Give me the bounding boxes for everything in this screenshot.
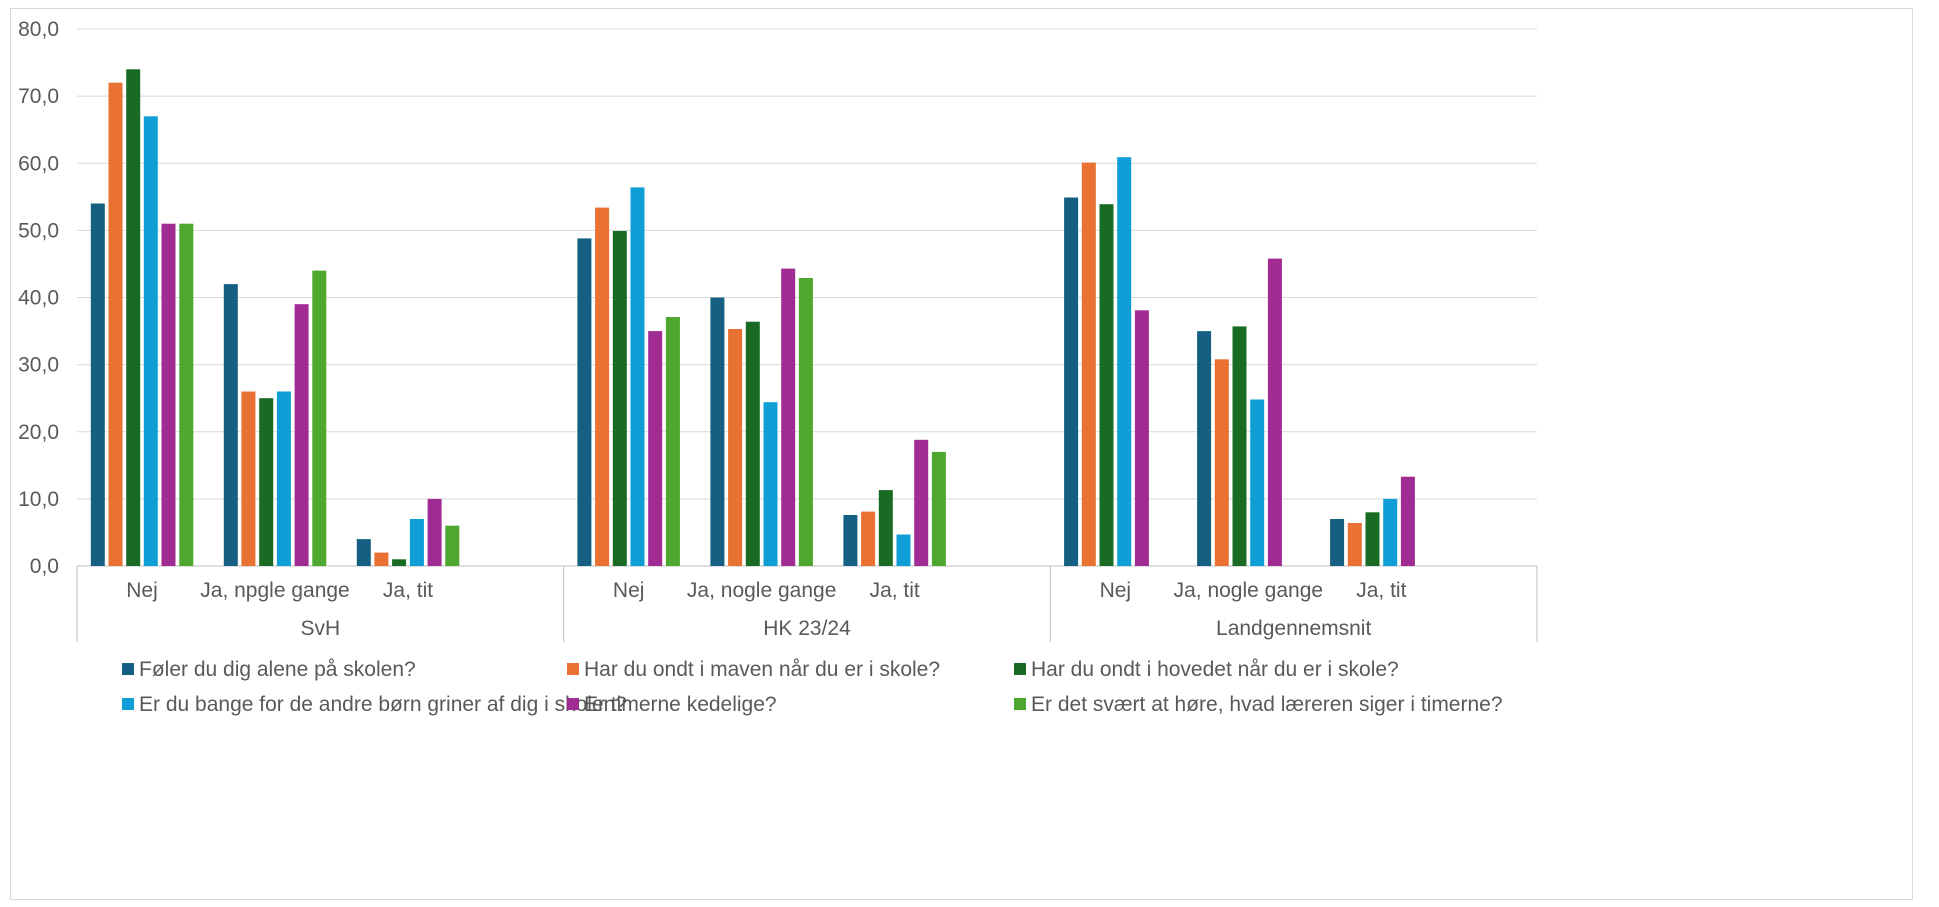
bar [781, 268, 796, 566]
bar [648, 331, 663, 566]
legend-swatch [1014, 663, 1026, 675]
legend-label: Føler du dig alene på skolen? [139, 658, 416, 681]
x-category-label: Ja, tit [1356, 579, 1406, 602]
legend-swatch [122, 698, 134, 710]
y-tick-label: 50,0 [18, 219, 59, 242]
y-tick-label: 0,0 [30, 555, 59, 578]
bar [161, 223, 176, 566]
bar [1250, 399, 1265, 566]
legend-swatch [567, 698, 579, 710]
x-group-label: HK 23/24 [763, 617, 851, 640]
bar [1267, 258, 1282, 566]
bar [445, 525, 460, 566]
bar [1197, 331, 1212, 566]
bar [896, 534, 911, 566]
bar [1117, 157, 1132, 566]
legend-label: Er det svært at høre, hvad læreren siger… [1031, 693, 1503, 716]
bar [90, 203, 105, 566]
y-tick-label: 20,0 [18, 421, 59, 444]
bar [294, 304, 309, 566]
legend: Føler du dig alene på skolen? Har du ondt… [122, 658, 1503, 716]
bar [392, 559, 407, 566]
bar [1232, 326, 1247, 566]
y-tick-label: 70,0 [18, 85, 59, 108]
bar [374, 552, 389, 566]
bar [259, 398, 274, 566]
bar [1081, 162, 1096, 566]
y-tick-label: 30,0 [18, 354, 59, 377]
x-category-label: Ja, tit [383, 579, 433, 602]
bar [241, 391, 256, 566]
x-category-label: Ja, npgle gange [200, 579, 349, 602]
x-group-label: SvH [300, 617, 340, 640]
bar [108, 82, 123, 566]
bar [878, 490, 893, 566]
y-tick-label: 80,0 [18, 18, 59, 41]
bar [630, 187, 645, 566]
chart-frame [10, 8, 1913, 900]
bar [126, 69, 141, 567]
bar [1099, 204, 1114, 566]
bar [276, 391, 291, 566]
bar [356, 539, 371, 566]
bar [179, 223, 194, 566]
legend-swatch [1014, 698, 1026, 710]
bar [1134, 310, 1149, 566]
x-category-label: Ja, nogle gange [687, 579, 836, 602]
y-tick-label: 60,0 [18, 152, 59, 175]
bar [861, 511, 876, 566]
bar [612, 231, 627, 566]
bars [90, 69, 1415, 567]
bar [843, 515, 858, 566]
legend-label: Er timerne kedelige? [584, 693, 777, 716]
legend-swatch [122, 663, 134, 675]
bar [1383, 498, 1398, 566]
bar [1347, 523, 1362, 566]
bar [1400, 476, 1415, 566]
bar [577, 238, 592, 566]
x-category-label: Nej [613, 579, 645, 602]
bar [931, 451, 946, 566]
x-category-label: Ja, nogle gange [1174, 579, 1323, 602]
x-category-label: Nej [1100, 579, 1132, 602]
bar [1064, 197, 1079, 566]
bar [1365, 512, 1380, 566]
bar [595, 207, 610, 566]
bar [223, 284, 238, 566]
x-axis: Nej Ja, npgle gange Ja, tit SvH Nej Ja, nogle… [76, 566, 1538, 642]
y-tick-label: 40,0 [18, 287, 59, 310]
x-group-label: Landgennemsnit [1216, 617, 1371, 640]
bar [409, 519, 424, 566]
bar [665, 317, 680, 566]
legend-label: Har du ondt i hovedet når du er i skole? [1031, 658, 1399, 681]
bar [710, 297, 725, 566]
legend-label: Er du bange for de andre børn griner af … [139, 693, 627, 716]
bar [1214, 359, 1229, 566]
x-category-label: Nej [126, 579, 158, 602]
bar [728, 329, 743, 566]
y-tick-label: 10,0 [18, 488, 59, 511]
legend-swatch [567, 663, 579, 675]
y-axis-ticks: 0,0 10,0 20,0 30,0 40,0 50,0 60,0 70,0 80,0 [18, 18, 59, 578]
bar [914, 439, 929, 566]
bar [1330, 519, 1345, 566]
bar [798, 278, 813, 566]
bar [312, 270, 327, 566]
legend-label: Har du ondt i maven når du er i skole? [584, 658, 940, 681]
x-category-label: Ja, tit [870, 579, 920, 602]
bar [143, 116, 158, 567]
bar [763, 402, 778, 566]
bar [745, 321, 760, 566]
bar [427, 498, 442, 566]
